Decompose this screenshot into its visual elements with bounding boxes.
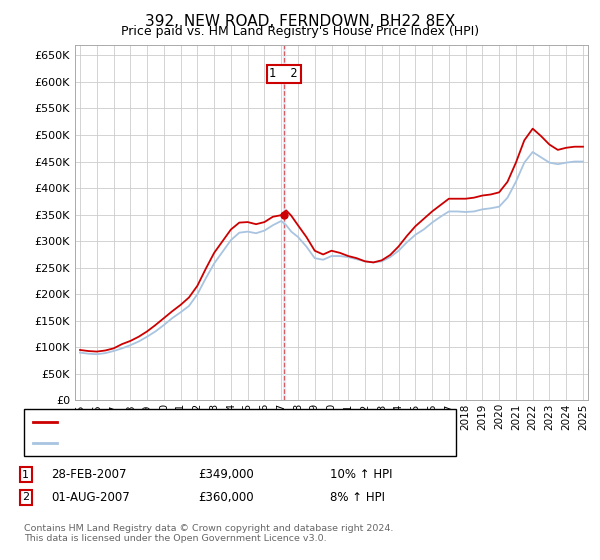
Text: Price paid vs. HM Land Registry's House Price Index (HPI): Price paid vs. HM Land Registry's House … — [121, 25, 479, 38]
Text: 10% ↑ HPI: 10% ↑ HPI — [330, 468, 392, 482]
Text: 2: 2 — [22, 492, 29, 502]
Text: £349,000: £349,000 — [198, 468, 254, 482]
Text: 392, NEW ROAD, FERNDOWN, BH22 8EX (detached house): 392, NEW ROAD, FERNDOWN, BH22 8EX (detac… — [63, 417, 385, 427]
Text: 8% ↑ HPI: 8% ↑ HPI — [330, 491, 385, 504]
Text: 28-FEB-2007: 28-FEB-2007 — [51, 468, 127, 482]
Text: 1: 1 — [22, 470, 29, 480]
Bar — [283, 45, 284, 400]
Text: 392, NEW ROAD, FERNDOWN, BH22 8EX: 392, NEW ROAD, FERNDOWN, BH22 8EX — [145, 14, 455, 29]
Text: HPI: Average price, detached house, Dorset: HPI: Average price, detached house, Dors… — [63, 438, 302, 448]
Text: 1  2: 1 2 — [269, 68, 298, 81]
Text: £360,000: £360,000 — [198, 491, 254, 504]
Text: Contains HM Land Registry data © Crown copyright and database right 2024.
This d: Contains HM Land Registry data © Crown c… — [24, 524, 394, 543]
Text: 01-AUG-2007: 01-AUG-2007 — [51, 491, 130, 504]
